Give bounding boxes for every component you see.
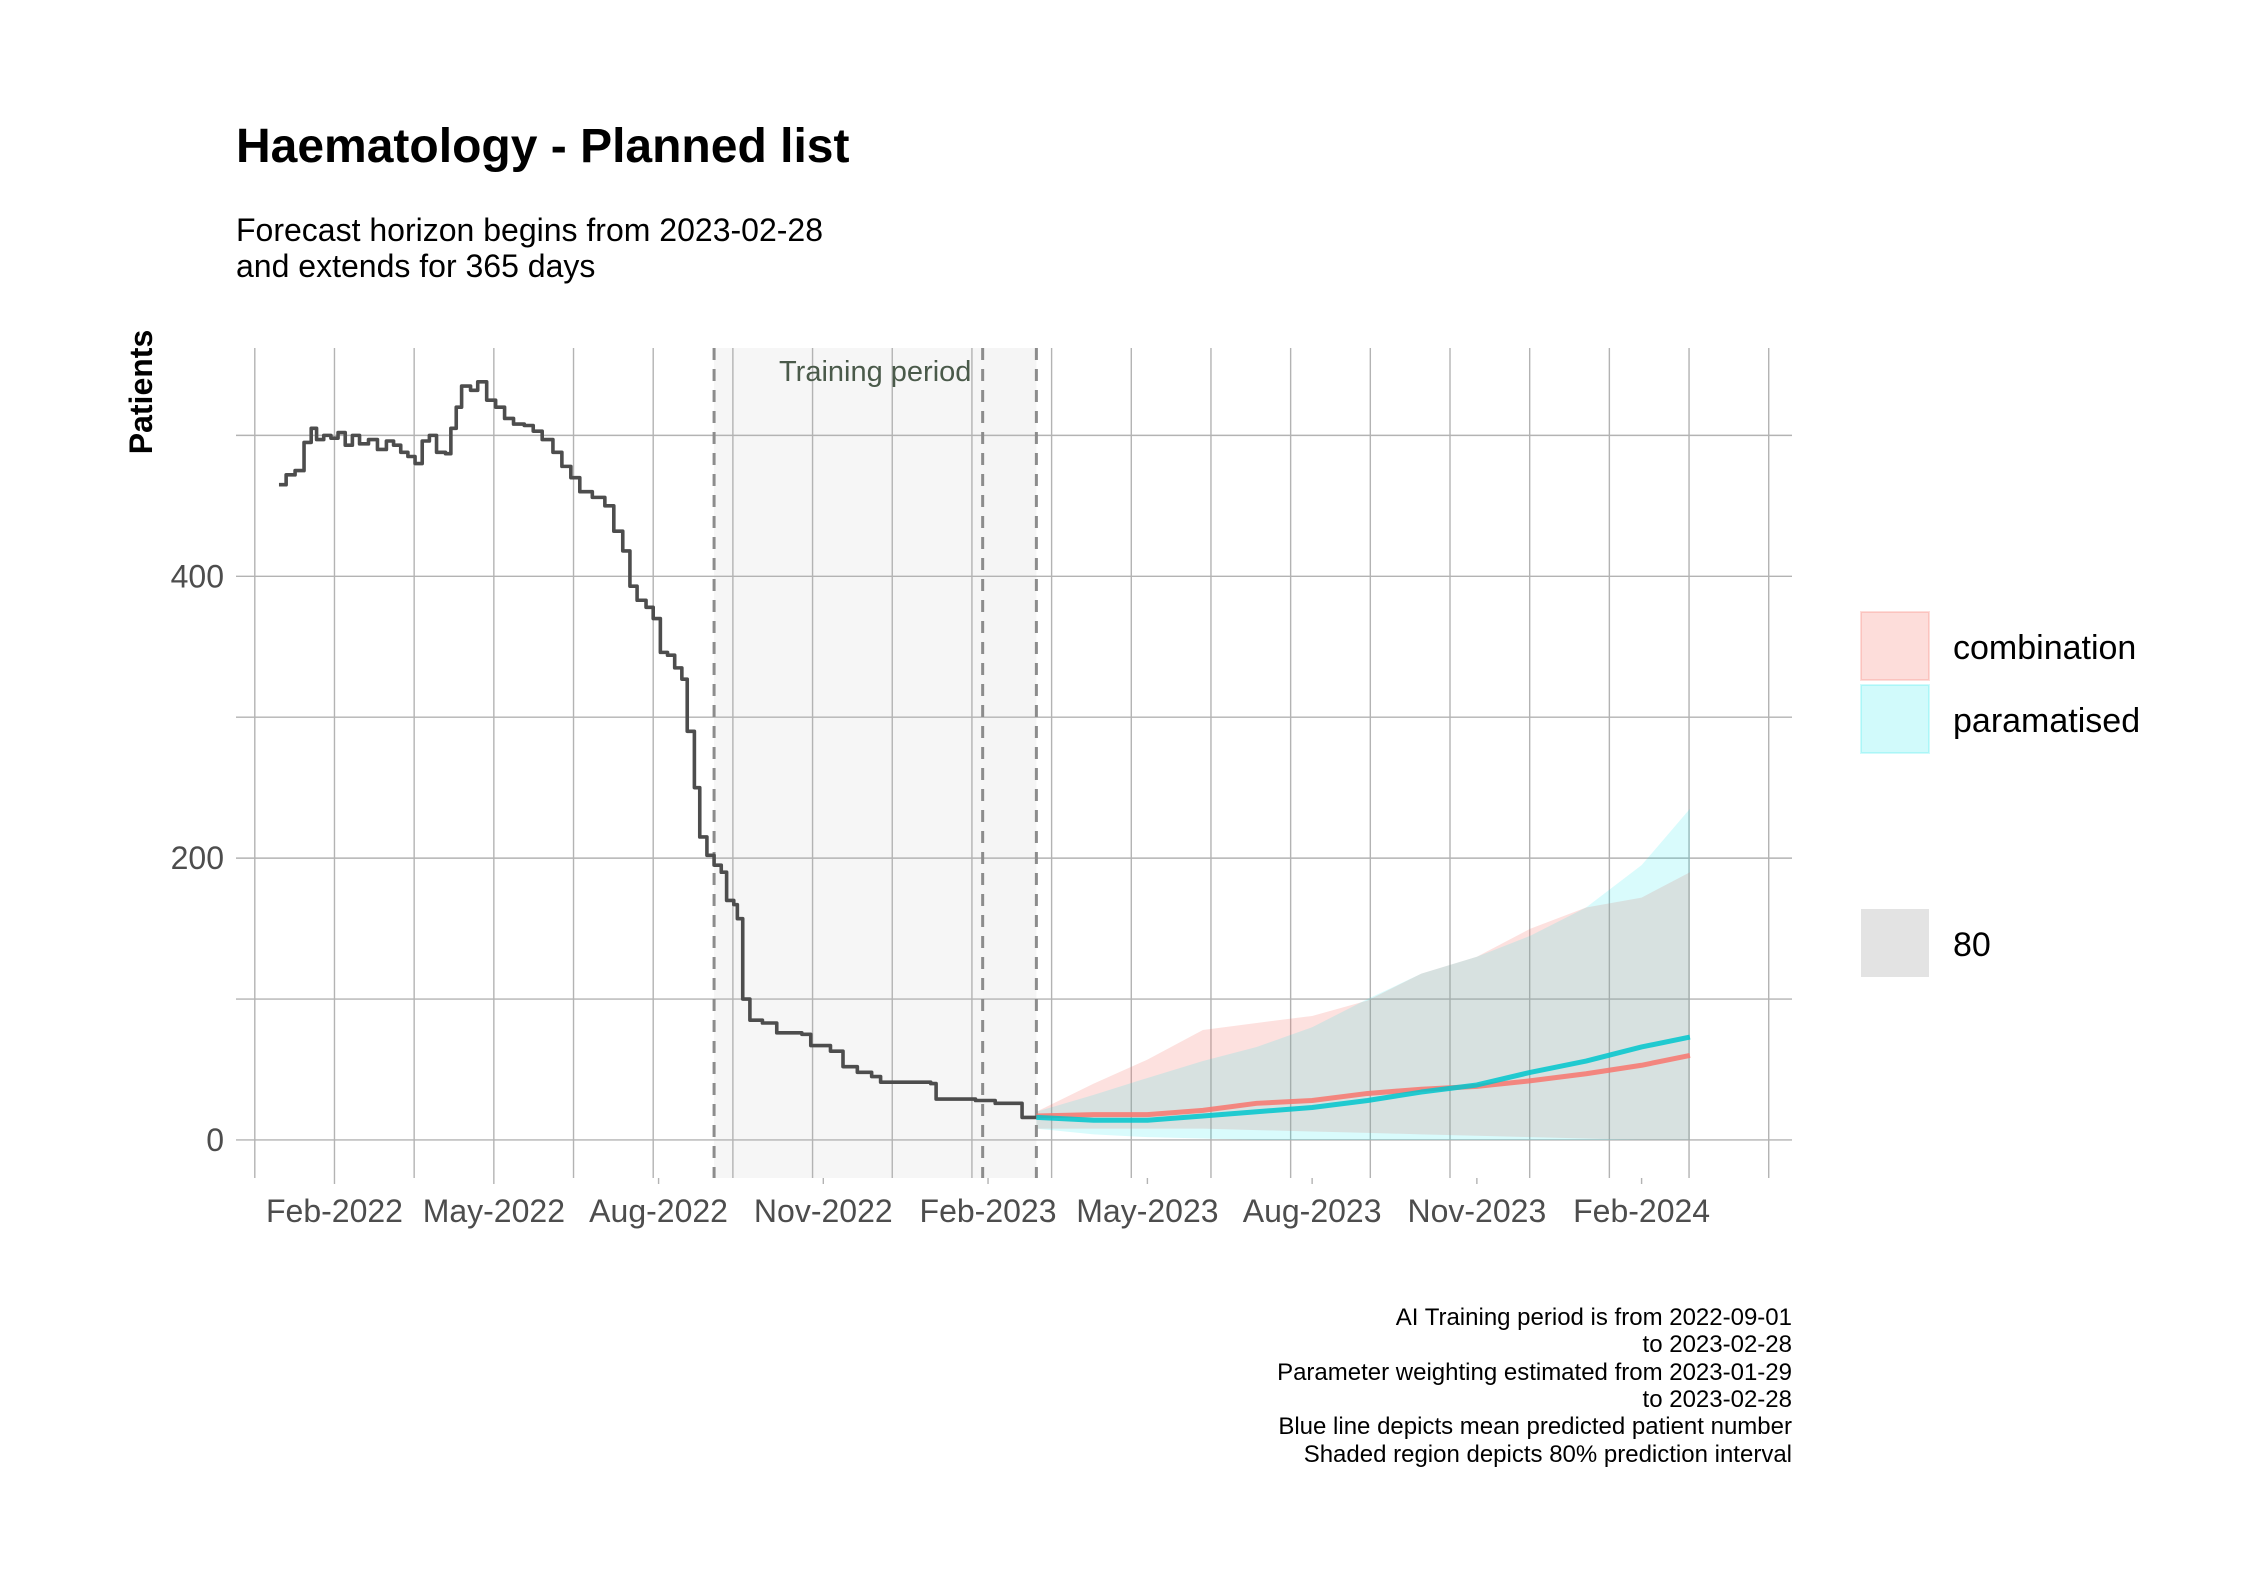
caption-line-4: to 2023-02-28: [1643, 1386, 1792, 1413]
x-tick-label: Feb-2024: [1573, 1193, 1710, 1229]
caption-line-1: AI Training period is from 2022-09-01: [1396, 1304, 1792, 1331]
legend-label-paramatised: paramatised: [1953, 702, 2140, 740]
training-period-label: Training period: [779, 356, 971, 388]
y-axis-label: Patients: [123, 330, 159, 454]
y-tick-label: 400: [171, 558, 224, 594]
x-tick-label: Aug-2022: [589, 1193, 728, 1229]
training-period-regions: [714, 348, 1037, 1178]
grid-lines: [236, 348, 1792, 1178]
series-lines: [278, 380, 1691, 1123]
series-line-historical: [278, 380, 1037, 1120]
legend: combination paramatised 80: [1860, 611, 2140, 977]
x-axis-ticks: Feb-2022 May-2022 Aug-2022 Nov-2022 Feb-2023…: [266, 1178, 1710, 1229]
series-line-combination: [1036, 1052, 1691, 1119]
training-region-1: [982, 348, 1037, 1178]
shaded-region-labels: Training period: [779, 356, 971, 388]
legend-label-interval-80: 80: [1953, 926, 1991, 964]
caption: AI Training period is from 2022-09-01 to…: [1277, 1304, 1792, 1468]
x-tick-label: Nov-2022: [754, 1193, 893, 1229]
chart-title: Haematology - Planned list: [236, 120, 849, 173]
chart-subtitle-line-2: and extends for 365 days: [236, 248, 595, 284]
legend-key-combination: [1860, 611, 1930, 681]
y-tick-label: 0: [206, 1122, 224, 1158]
y-tick-label: 200: [171, 840, 224, 876]
legend-label-combination: combination: [1953, 629, 2136, 667]
caption-line-2: to 2023-02-28: [1643, 1331, 1792, 1358]
x-tick-label: May-2023: [1076, 1193, 1218, 1229]
legend-key-interval-80: [1861, 909, 1929, 977]
caption-line-5: Blue line depicts mean predicted patient…: [1278, 1413, 1792, 1440]
x-tick-label: May-2022: [423, 1193, 565, 1229]
legend-key-paramatised: [1860, 684, 1930, 754]
y-axis-ticks: 0 200 400: [171, 558, 224, 1158]
x-tick-label: Aug-2023: [1243, 1193, 1382, 1229]
caption-line-3: Parameter weighting estimated from 2023-…: [1277, 1359, 1792, 1386]
x-tick-label: Nov-2023: [1407, 1193, 1546, 1229]
caption-line-6: Shaded region depicts 80% prediction int…: [1304, 1441, 1792, 1468]
chart-subtitle-line-1: Forecast horizon begins from 2023-02-28: [236, 212, 823, 248]
x-tick-label: Feb-2022: [266, 1193, 403, 1229]
interval-band-paramatised: [1036, 808, 1690, 1140]
x-tick-label: Feb-2023: [920, 1193, 1057, 1229]
series-line-paramatised: [1036, 1034, 1691, 1123]
